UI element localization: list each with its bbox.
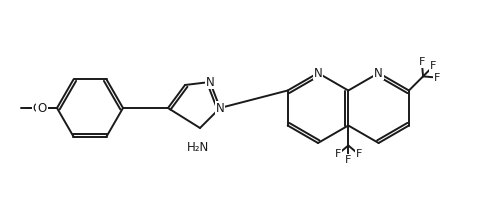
Text: F: F (434, 73, 440, 82)
Text: N: N (374, 66, 383, 79)
Text: N: N (216, 101, 224, 114)
Text: H₂N: H₂N (187, 141, 209, 154)
Text: N: N (314, 66, 322, 79)
Text: N: N (206, 75, 214, 88)
Text: F: F (334, 150, 341, 160)
Text: N: N (374, 66, 383, 79)
Text: O: O (38, 101, 46, 114)
Text: N: N (216, 101, 224, 114)
Text: F: F (345, 154, 352, 165)
Text: F: F (356, 150, 362, 160)
Text: F: F (430, 61, 436, 72)
Text: H₂N: H₂N (187, 141, 209, 154)
Text: F: F (418, 57, 425, 67)
Text: O: O (33, 101, 42, 114)
Text: N: N (314, 66, 322, 79)
Text: N: N (206, 75, 214, 88)
